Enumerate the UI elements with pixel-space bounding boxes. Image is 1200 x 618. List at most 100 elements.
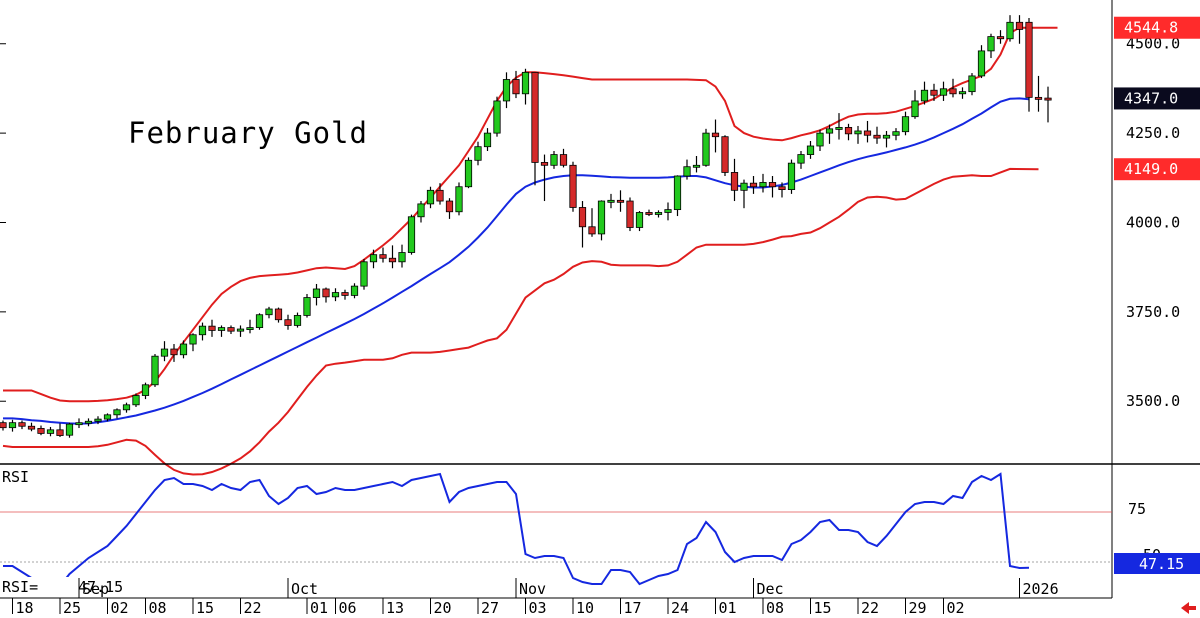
candle [740,179,748,209]
candle-body [246,327,254,330]
candle [369,249,378,269]
time-axis: Sep Oct Nov Dec 2026 18 25 02 08 15 22 01 06 13 20 27 03… [0,578,1112,617]
candle-body [721,136,729,173]
candle [46,426,55,437]
candle-body [265,308,273,316]
candle [303,293,311,318]
candle-body [854,130,862,135]
candle [654,210,663,218]
candle [996,30,1005,44]
candle [749,176,758,194]
candle-body [312,288,321,298]
candle-body [303,297,311,316]
candle [664,202,672,221]
candle-body [873,134,881,139]
candle-body [436,189,444,202]
candle [426,186,435,209]
candle [464,157,473,189]
candle-body [597,200,606,235]
candle-body [65,423,74,436]
candle [825,124,834,144]
candle [673,175,682,217]
price-badge: 4347.0 [1114,87,1200,110]
day-label: 10 [576,599,594,617]
candle [778,182,786,198]
candle-body [122,404,131,411]
candle-body [132,395,140,406]
candle-body [455,186,463,213]
candle [37,425,45,436]
price-badge-label: 4544.8 [1124,19,1178,37]
candle [1034,75,1043,112]
day-label: 27 [481,599,499,617]
candle-body [550,154,558,166]
candle-body [360,261,368,287]
candle [1044,86,1052,123]
scroll-left-button[interactable] [1181,602,1196,614]
candle [360,258,368,290]
candle-body [645,212,653,215]
candle [521,68,530,105]
candle [702,128,710,167]
candle-body [464,159,473,188]
candle [445,198,454,219]
candle [8,419,17,432]
rsi-panel: RSI 75 50 47.15 [0,468,1200,588]
rsi-line [3,472,1030,588]
candle-body [616,199,625,203]
candle-body [331,292,340,298]
candle-body [778,186,786,191]
month-label: Dec [757,580,784,598]
day-label: 02 [111,599,129,617]
candle-body [255,314,264,328]
price-axis-labels: 4500.0 4250.0 4000.0 3750.0 3500.0 [1126,35,1180,410]
candle [797,150,805,169]
month-label: Nov [519,580,546,598]
candle-body [322,288,330,298]
candle-body [493,100,501,134]
candle-body [84,420,93,424]
candle-body [512,79,520,95]
price-badge: 4149.0 [1114,158,1200,181]
candle [65,422,74,438]
rsi-current-value: 47.15 [1139,555,1184,573]
candle-body [882,134,891,139]
candle [578,201,587,248]
y-tick-label: 3750.0 [1126,303,1180,321]
day-label: 22 [244,599,262,617]
candle [901,111,910,136]
day-label: 22 [861,599,879,617]
candle-body [198,325,207,336]
candle-body [1006,21,1014,40]
price-axis-ticks [0,43,6,402]
lower-bollinger-band [2,167,1039,476]
candle-body [673,175,682,211]
candle [816,129,824,151]
candle [160,341,169,362]
rsi-current-badge: 47.15 [1114,553,1200,574]
candle-body [730,172,739,191]
candle [198,322,207,341]
candle [322,287,330,303]
candle [626,197,634,232]
candle [217,325,226,337]
left-arrow-icon[interactable] [1181,602,1196,614]
candle [170,344,178,362]
candle-body [987,36,995,52]
candle-body [189,334,197,345]
chart-title: February Gold [128,116,368,150]
candle-body [607,199,615,203]
candle-body [787,162,796,190]
candle [94,416,102,425]
rsi-readout: RSI= 47.15 [0,577,150,597]
candle-body [170,348,178,356]
candle [341,289,349,300]
moving-average-line [3,97,1030,425]
candle [635,211,644,232]
candle [569,161,577,212]
candle-body [768,182,777,188]
candle-body [958,91,967,95]
candle-body [949,88,957,95]
candlesticks [0,15,1052,438]
